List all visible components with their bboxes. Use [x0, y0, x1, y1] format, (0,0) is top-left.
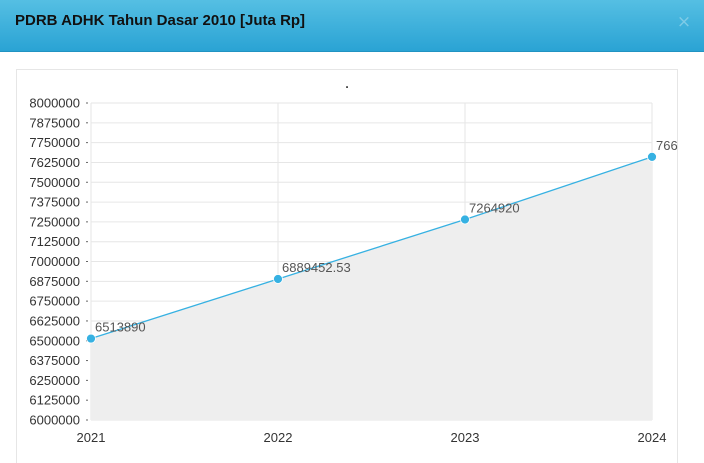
x-tick-label: 2024: [638, 430, 667, 445]
y-tick-label: 6750000: [29, 294, 80, 309]
y-tick-label: 6125000: [29, 393, 80, 408]
y-tick-label: 7000000: [29, 254, 80, 269]
y-tick-label: 6875000: [29, 274, 80, 289]
data-point: [86, 333, 96, 344]
data-label: 7264920: [469, 201, 520, 216]
y-tick-label: 7500000: [29, 175, 80, 190]
y-tick-label: 7125000: [29, 234, 80, 249]
data-label: 6513890: [95, 320, 146, 335]
data-point: [273, 274, 283, 284]
data-label: 766: [656, 138, 678, 153]
data-point: [460, 214, 470, 225]
data-point: [647, 151, 657, 162]
x-tick-label: 2023: [451, 430, 480, 445]
y-tick-label: 7750000: [29, 135, 80, 150]
y-tick-label: 6375000: [29, 353, 80, 368]
x-tick-label: 2021: [77, 430, 106, 445]
data-label: 6889452.53: [282, 260, 351, 275]
y-tick-label: 6625000: [29, 313, 80, 328]
modal-header: PDRB ADHK Tahun Dasar 2010 [Juta Rp] ×: [0, 0, 704, 52]
close-icon[interactable]: ×: [676, 12, 692, 32]
y-tick-label: 7625000: [29, 155, 80, 170]
y-tick-label: 6250000: [29, 373, 80, 388]
series-line: [90, 156, 653, 340]
y-tick-label: 7375000: [29, 195, 80, 210]
x-tick-label: 2022: [264, 430, 293, 445]
y-tick-label: 7875000: [29, 115, 80, 130]
chart-title: .: [345, 77, 348, 91]
y-tick-label: 7250000: [29, 214, 80, 229]
y-tick-label: 6000000: [29, 413, 80, 428]
series-area: [91, 156, 652, 420]
modal-title: PDRB ADHK Tahun Dasar 2010 [Juta Rp]: [15, 12, 306, 29]
y-tick-label: 6500000: [29, 333, 80, 348]
y-tick-label: 8000000: [29, 96, 80, 111]
